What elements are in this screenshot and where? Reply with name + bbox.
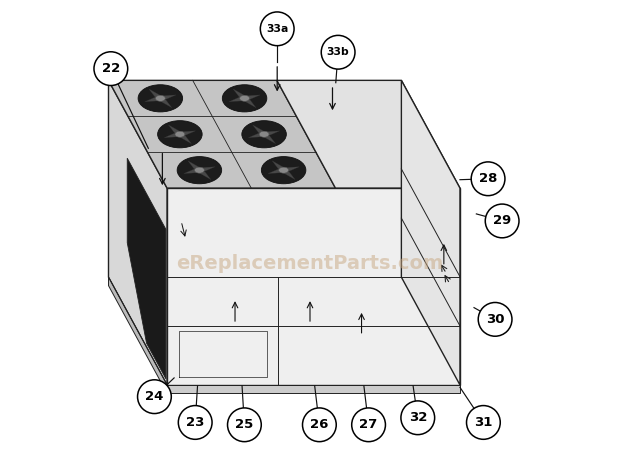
Polygon shape bbox=[283, 167, 299, 171]
Ellipse shape bbox=[175, 131, 185, 137]
Polygon shape bbox=[167, 385, 460, 393]
Polygon shape bbox=[188, 161, 200, 170]
Polygon shape bbox=[283, 170, 295, 180]
Text: 22: 22 bbox=[102, 62, 120, 75]
Polygon shape bbox=[199, 170, 211, 180]
Polygon shape bbox=[200, 167, 215, 171]
Text: 23: 23 bbox=[186, 416, 205, 429]
Circle shape bbox=[94, 52, 128, 86]
Polygon shape bbox=[161, 95, 176, 99]
Polygon shape bbox=[108, 80, 335, 188]
Polygon shape bbox=[268, 169, 283, 173]
Circle shape bbox=[401, 401, 435, 435]
Text: 26: 26 bbox=[310, 418, 329, 431]
Circle shape bbox=[321, 35, 355, 69]
Polygon shape bbox=[264, 134, 276, 144]
Ellipse shape bbox=[138, 85, 183, 112]
Polygon shape bbox=[169, 125, 180, 134]
Polygon shape bbox=[127, 158, 166, 379]
Polygon shape bbox=[252, 125, 265, 134]
Polygon shape bbox=[180, 131, 195, 135]
Polygon shape bbox=[401, 80, 460, 385]
Ellipse shape bbox=[262, 157, 306, 184]
Ellipse shape bbox=[259, 131, 269, 137]
Text: 24: 24 bbox=[145, 390, 164, 403]
Circle shape bbox=[228, 408, 261, 442]
Text: 30: 30 bbox=[486, 313, 504, 326]
Ellipse shape bbox=[223, 85, 267, 112]
Polygon shape bbox=[184, 169, 200, 173]
Polygon shape bbox=[160, 98, 172, 108]
Circle shape bbox=[138, 380, 171, 414]
Ellipse shape bbox=[240, 95, 249, 102]
Polygon shape bbox=[180, 134, 192, 144]
Text: 33a: 33a bbox=[266, 24, 288, 34]
Polygon shape bbox=[149, 89, 161, 98]
Polygon shape bbox=[244, 98, 256, 108]
Polygon shape bbox=[244, 95, 260, 99]
Circle shape bbox=[179, 406, 212, 439]
Circle shape bbox=[260, 12, 294, 46]
Polygon shape bbox=[277, 80, 460, 188]
Circle shape bbox=[478, 303, 512, 336]
Text: 33b: 33b bbox=[327, 47, 350, 57]
Ellipse shape bbox=[242, 121, 286, 148]
Ellipse shape bbox=[156, 95, 166, 102]
Polygon shape bbox=[272, 161, 284, 170]
Text: 29: 29 bbox=[493, 214, 512, 227]
Ellipse shape bbox=[195, 167, 205, 173]
Text: eReplacementParts.com: eReplacementParts.com bbox=[176, 254, 444, 273]
Polygon shape bbox=[249, 133, 264, 138]
Circle shape bbox=[471, 162, 505, 196]
Text: 28: 28 bbox=[479, 172, 497, 185]
Polygon shape bbox=[229, 97, 244, 102]
Polygon shape bbox=[264, 131, 280, 135]
Polygon shape bbox=[144, 97, 161, 102]
Polygon shape bbox=[108, 80, 167, 385]
Circle shape bbox=[485, 204, 519, 238]
Polygon shape bbox=[233, 89, 245, 98]
Text: 27: 27 bbox=[360, 418, 378, 431]
Polygon shape bbox=[164, 133, 180, 138]
Text: 32: 32 bbox=[409, 411, 427, 424]
Text: 25: 25 bbox=[235, 418, 254, 431]
Circle shape bbox=[352, 408, 386, 442]
Circle shape bbox=[466, 406, 500, 439]
Ellipse shape bbox=[157, 121, 202, 148]
Circle shape bbox=[303, 408, 336, 442]
Polygon shape bbox=[108, 277, 167, 393]
Polygon shape bbox=[167, 188, 460, 385]
Ellipse shape bbox=[279, 167, 288, 173]
Ellipse shape bbox=[177, 157, 222, 184]
Text: 31: 31 bbox=[474, 416, 492, 429]
